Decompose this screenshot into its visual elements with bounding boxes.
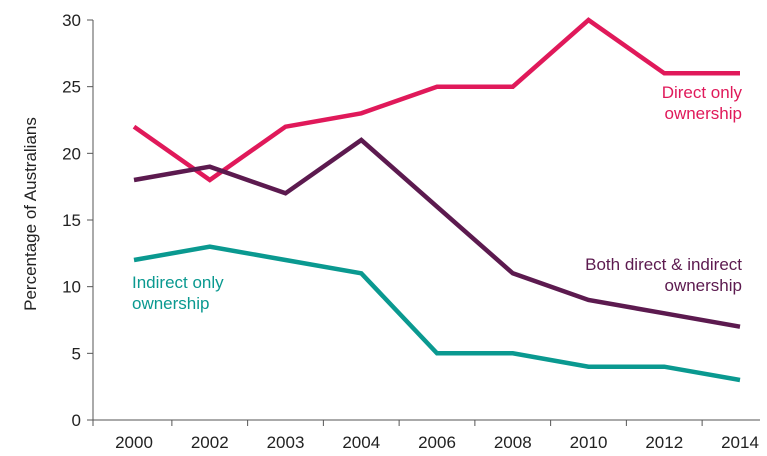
y-axis-ticks: 0 5 10 15 20 25 30 [62, 11, 93, 430]
series-line-1 [133, 137, 741, 329]
series-label-2: Indirect only ownership [132, 273, 224, 313]
y-tick-label: 0 [72, 411, 81, 430]
series-lines [132, 17, 741, 383]
series-labels: Direct only ownership Both direct & indire… [132, 83, 742, 313]
y-tick-label: 20 [62, 144, 81, 163]
x-tick-label: 2006 [418, 433, 456, 452]
x-tick-label: 2008 [494, 433, 532, 452]
x-tick-label: 2003 [267, 433, 305, 452]
x-axis-ticks: 2000 2002 2003 2004 2006 2008 2010 2012 2014 [92, 420, 759, 452]
x-tick-label: 2014 [721, 433, 759, 452]
x-tick-label: 2002 [191, 433, 229, 452]
y-tick-label: 30 [62, 11, 81, 30]
x-tick-label: 2000 [115, 433, 153, 452]
x-tick-label: 2010 [570, 433, 608, 452]
y-axis-title: Percentage of Australians [21, 117, 40, 311]
x-tick-label: 2012 [645, 433, 683, 452]
chart-axes [92, 20, 760, 421]
y-tick-label: 15 [62, 211, 81, 230]
series-line-2 [133, 244, 741, 383]
y-tick-label: 10 [62, 278, 81, 297]
series-line-0 [132, 17, 740, 183]
x-tick-label: 2004 [342, 433, 380, 452]
series-label-0: Direct only ownership [662, 83, 743, 123]
y-tick-label: 25 [62, 78, 81, 97]
y-tick-label: 5 [72, 344, 81, 363]
series-label-1: Both direct & indirect ownership [585, 255, 742, 295]
